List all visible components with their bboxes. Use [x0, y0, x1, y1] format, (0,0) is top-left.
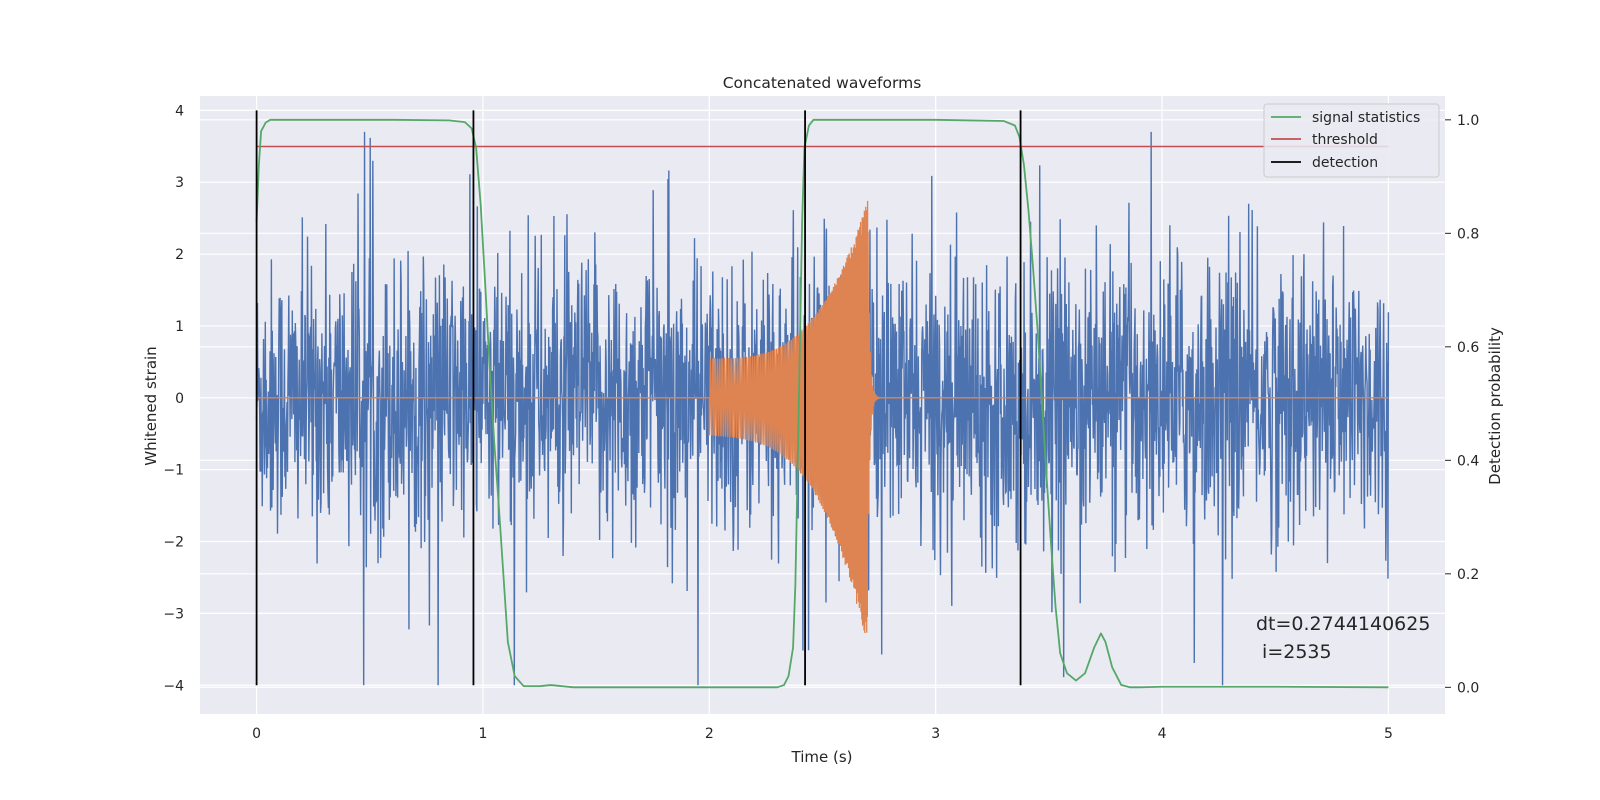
injected-signal-series: [256, 200, 1389, 634]
y-axis-right-label: Detection probability: [1486, 327, 1504, 485]
x-axis-ticks: 0 1 2 3 4 5: [252, 726, 1393, 742]
legend-box: [1263, 103, 1440, 178]
x-tick-label: 0: [252, 726, 261, 742]
chart-title: Concatenated waveforms: [723, 74, 922, 92]
y-axis-left-label: Whitened strain: [142, 346, 160, 465]
y-left-tick-label: 0: [175, 391, 184, 407]
y-left-tick-label: 1: [175, 319, 184, 335]
x-tick-label: 4: [1158, 726, 1167, 742]
y-left-tick-label: −2: [163, 535, 184, 551]
y-right-tick-label: 0.2: [1457, 567, 1479, 583]
legend: signal statistics threshold detection: [1263, 103, 1440, 178]
y-left-tick-label: 3: [175, 175, 184, 191]
x-tick-label: 3: [931, 726, 940, 742]
legend-label-signal-statistics: signal statistics: [1312, 110, 1420, 126]
annotation-dt: dt=0.2744140625: [1256, 613, 1430, 635]
y-left-tick-label: 2: [175, 247, 184, 263]
y-axis-right-ticks: 1.0 0.8 0.6 0.4 0.2 0.0: [1445, 113, 1479, 696]
x-tick-label: 5: [1384, 726, 1393, 742]
legend-label-detection: detection: [1312, 155, 1378, 171]
legend-label-threshold: threshold: [1312, 132, 1378, 148]
y-right-tick-label: 1.0: [1457, 113, 1479, 129]
x-axis-label: Time (s): [791, 748, 853, 766]
y-left-tick-label: −1: [163, 463, 184, 479]
y-right-tick-label: 0.6: [1457, 340, 1479, 356]
detection-lines: [255, 110, 1022, 686]
annotation-i: i=2535: [1256, 641, 1332, 663]
x-tick-label: 2: [705, 726, 714, 742]
y-right-tick-label: 0.0: [1457, 680, 1479, 696]
y-right-tick-label: 0.8: [1457, 226, 1479, 242]
y-right-tick-label: 0.4: [1457, 453, 1479, 469]
injected-signal-line: [256, 200, 1389, 634]
y-left-tick-label: −3: [163, 606, 184, 622]
y-axis-left-ticks: 4 3 2 1 0 −1 −2 −3 −4: [163, 103, 184, 694]
y-left-tick-label: 4: [175, 103, 184, 119]
y-left-tick-label: −4: [163, 678, 184, 694]
x-tick-label: 1: [478, 726, 487, 742]
